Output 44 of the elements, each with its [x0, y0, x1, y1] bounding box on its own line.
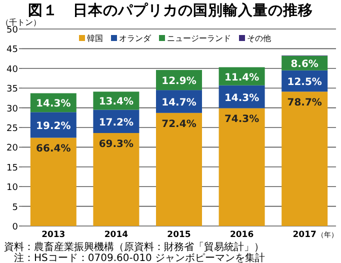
annotation: 14.7%: [162, 97, 196, 108]
legend-label: オランダ: [119, 34, 152, 43]
x-tick-label: 2014: [104, 230, 128, 240]
annotation: 66.4%: [36, 144, 71, 155]
x-tick-label: 2017: [292, 230, 317, 240]
chart-title: 図１ 日本のパプリカの国別輸入量の推移: [28, 2, 313, 19]
annotation: 14.3%: [36, 98, 71, 110]
annotation: 69.3%: [98, 139, 134, 150]
y-axis-title: （千トン）: [1, 18, 41, 27]
legend-label: その他: [247, 34, 271, 43]
y-tick-label: 40: [6, 64, 18, 75]
y-tick-label: 5: [12, 202, 18, 213]
y-tick-label: 15: [6, 163, 18, 174]
bar: [156, 112, 202, 226]
y-tick-label: 45: [6, 45, 18, 56]
annotation: 13.4%: [98, 96, 134, 108]
annotation: 11.4%: [224, 72, 260, 84]
y-tick-label: 50: [6, 26, 18, 36]
y-tick-label: 10: [6, 183, 18, 194]
bar: [218, 108, 265, 226]
x-tick-label: 2013: [42, 230, 66, 240]
legend-label: 韓国: [87, 34, 103, 43]
bar: [282, 92, 328, 226]
y-tick-label: 25: [6, 124, 18, 134]
annotation: 8.6%: [290, 59, 318, 70]
y-tick-label: 20: [6, 144, 18, 154]
y-tick-label: 0: [12, 222, 18, 232]
annotation: 72.4%: [162, 118, 196, 130]
annotation: 74.3%: [224, 114, 260, 126]
annotation: 19.2%: [36, 120, 71, 132]
x-tick-label: 2016: [230, 230, 254, 240]
annotation: 17.2%: [98, 117, 134, 128]
text: 資料：農畜産業振興機構（原資料：財務省「貿易統計」）: [4, 241, 264, 253]
annotation: 14.3%: [224, 92, 260, 104]
bar: [30, 138, 76, 226]
annotation: 78.7%: [287, 98, 322, 109]
text: 注：HSコード：0709.60-010 ジャンボピーマンを集計: [14, 252, 266, 263]
annotation: 12.5%: [287, 77, 322, 88]
x-tick-label: 2015: [167, 230, 191, 240]
annotation: 12.9%: [162, 76, 196, 88]
y-tick-label: 30: [6, 104, 18, 114]
bar: [93, 133, 140, 226]
legend-label: ニュージーランド: [167, 34, 231, 43]
y-tick-label: 35: [6, 84, 18, 95]
